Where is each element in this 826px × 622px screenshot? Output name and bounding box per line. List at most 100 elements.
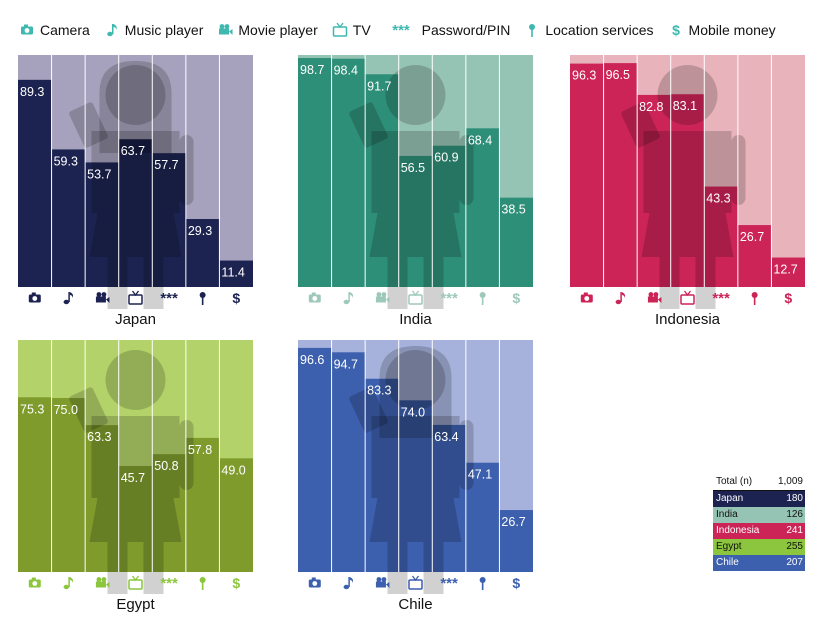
music-note-icon xyxy=(106,24,117,37)
data-label: 38.5 xyxy=(501,203,525,217)
person-silhouette xyxy=(621,65,746,309)
bar xyxy=(670,94,705,287)
bar xyxy=(637,94,671,288)
chart-title: Japan xyxy=(115,311,156,328)
chart-panel-egypt: 75.3 75.0 63.3 45.7 50.8 57.8 49.0 *** $ Egypt xyxy=(18,340,253,622)
bar xyxy=(603,63,638,288)
legend-label: Movie player xyxy=(238,22,318,38)
chart-svg: 98.7 98.4 91.7 56.5 60.9 68.4 38.5 *** $ India xyxy=(298,55,533,328)
music-note-icon xyxy=(343,577,354,590)
data-label: 63.4 xyxy=(434,430,458,444)
bar xyxy=(704,186,738,287)
data-label: 50.8 xyxy=(154,459,178,473)
bar xyxy=(18,397,52,572)
bar xyxy=(152,153,186,287)
chart-svg: 96.3 96.5 82.8 83.1 43.3 26.7 12.7 *** $ Indonesi… xyxy=(570,55,805,328)
bar xyxy=(85,425,119,572)
totals-row-value: 241 xyxy=(786,525,803,536)
svg-text:***: *** xyxy=(392,22,410,39)
location-pin-icon xyxy=(529,24,536,37)
data-label: 96.3 xyxy=(572,69,596,83)
totals-row-value: 207 xyxy=(786,557,803,568)
data-label: 68.4 xyxy=(468,133,492,147)
bar xyxy=(365,74,399,287)
chart-svg: 96.6 94.7 83.3 74.0 63.4 47.1 26.7 *** $ Chile xyxy=(298,340,533,613)
data-label: 83.3 xyxy=(367,384,391,398)
bar xyxy=(398,155,433,287)
chart-svg: 89.3 59.3 53.7 63.7 57.7 29.3 11.4 *** $ Japan xyxy=(18,55,253,328)
movie-camera-icon xyxy=(219,24,233,35)
svg-text:$: $ xyxy=(672,22,680,38)
data-label: 47.1 xyxy=(468,468,492,482)
bar xyxy=(331,58,366,287)
camera-icon xyxy=(28,577,41,588)
data-label: 53.7 xyxy=(87,167,111,181)
location-pin-icon xyxy=(199,292,206,305)
totals-row-value: 255 xyxy=(786,541,803,552)
legend-item: Camera xyxy=(18,21,90,39)
totals-row: India 126 xyxy=(713,507,805,523)
tv-icon xyxy=(128,575,143,590)
legend-item: $ Mobile money xyxy=(667,21,776,39)
location-pin-icon xyxy=(199,577,206,590)
svg-text:***: *** xyxy=(160,290,178,307)
tv-icon xyxy=(408,575,423,590)
data-label: 60.9 xyxy=(434,151,458,165)
legend-item: Music player xyxy=(103,21,203,39)
bar xyxy=(298,347,332,572)
bar xyxy=(85,162,119,287)
bar xyxy=(499,197,533,287)
totals-row-value: 180 xyxy=(786,493,803,504)
chart-title: Chile xyxy=(398,596,432,613)
svg-text:***: *** xyxy=(440,575,458,592)
location-pin-icon xyxy=(479,292,486,305)
movie-camera-icon xyxy=(375,577,390,588)
camera-icon xyxy=(308,292,321,303)
password-icon: *** xyxy=(440,290,458,307)
svg-text:***: *** xyxy=(712,290,730,307)
svg-text:$: $ xyxy=(232,290,240,306)
bar xyxy=(570,63,604,287)
data-label: 45.7 xyxy=(121,471,145,485)
totals-row: Chile 207 xyxy=(713,555,805,571)
chart-panel-japan: 89.3 59.3 53.7 63.7 57.7 29.3 11.4 *** $ Japan xyxy=(18,55,253,337)
data-label: 98.7 xyxy=(300,63,324,77)
music-note-icon xyxy=(63,292,74,305)
music-note-icon xyxy=(343,292,354,305)
data-label: 96.6 xyxy=(300,353,324,367)
data-label: 26.7 xyxy=(501,515,525,529)
bar xyxy=(219,458,253,572)
data-label: 57.7 xyxy=(154,158,178,172)
data-label: 98.4 xyxy=(334,64,358,78)
camera-icon xyxy=(28,292,41,303)
svg-text:$: $ xyxy=(512,575,520,591)
svg-text:$: $ xyxy=(232,575,240,591)
dollar-icon: $ xyxy=(232,290,240,306)
svg-text:***: *** xyxy=(160,575,178,592)
chart-panel-chile: 96.6 94.7 83.3 74.0 63.4 47.1 26.7 *** $ Chile xyxy=(298,340,533,622)
data-label: 63.3 xyxy=(87,430,111,444)
location-pin-icon xyxy=(751,292,758,305)
bar xyxy=(499,510,533,572)
totals-row-label: Indonesia xyxy=(716,525,760,536)
totals-row: Egypt 255 xyxy=(713,539,805,555)
chart-title: Indonesia xyxy=(655,311,721,328)
legend-item: Location services xyxy=(523,21,654,39)
legend-item: *** Password/PIN xyxy=(384,21,510,39)
totals-row-label: Egypt xyxy=(716,541,742,552)
chart-title: Egypt xyxy=(116,596,155,613)
bar xyxy=(465,462,500,572)
password-icon: *** xyxy=(712,290,730,307)
bar xyxy=(18,79,52,287)
data-label: 94.7 xyxy=(334,357,358,371)
bar xyxy=(465,128,500,287)
password-icon: *** xyxy=(160,290,178,307)
bar xyxy=(185,219,220,287)
movie-camera-icon xyxy=(95,577,110,588)
data-label: 75.3 xyxy=(20,402,44,416)
music-note-icon xyxy=(615,292,626,305)
data-label: 83.1 xyxy=(673,99,697,113)
dollar-icon: $ xyxy=(512,290,520,306)
tv-icon xyxy=(128,290,143,305)
data-label: 91.7 xyxy=(367,79,391,93)
